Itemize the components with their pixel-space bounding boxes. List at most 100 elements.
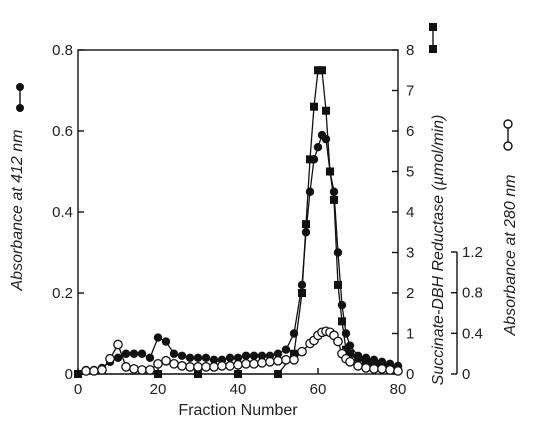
- data-point-filled-circle: [249, 351, 259, 360]
- right-inner-tick-label: 0.4: [462, 325, 483, 342]
- data-point-filled-circle: [177, 351, 187, 360]
- data-point-filled-circle: [313, 143, 323, 152]
- data-point-square: [154, 370, 162, 378]
- data-point-filled-circle: [333, 248, 343, 257]
- series-line-filled-circle: [86, 133, 399, 371]
- x-axis-title: Fraction Number: [178, 402, 298, 419]
- x-tick-label: 20: [150, 381, 167, 398]
- right-outer-tick-label: 7: [406, 83, 414, 100]
- data-point-filled-circle: [329, 187, 339, 196]
- data-point-open-circle: [265, 356, 275, 367]
- data-point-open-circle: [177, 361, 187, 371]
- data-point-square: [322, 106, 330, 115]
- data-point-open-circle: [153, 358, 163, 369]
- series-line-filled-square: [78, 69, 399, 375]
- data-point-open-circle: [185, 362, 195, 372]
- right-outer-tick-label: 8: [406, 42, 414, 59]
- data-point-filled-circle: [201, 353, 211, 362]
- data-point-filled-circle: [185, 353, 195, 362]
- right-outer-tick-label: 1: [406, 326, 414, 343]
- data-point-filled-circle: [233, 353, 243, 362]
- data-point-open-circle: [353, 361, 363, 371]
- right-inner-tick-label: 1.2: [462, 244, 483, 261]
- data-point-open-circle: [225, 361, 235, 371]
- data-point-filled-circle: [337, 300, 347, 310]
- data-point-square: [274, 370, 282, 378]
- data-point-filled-circle: [137, 349, 147, 358]
- data-point-square: [74, 370, 82, 378]
- data-point-open-circle: [377, 364, 387, 374]
- data-point-filled-circle: [193, 353, 203, 362]
- data-point-open-circle: [169, 358, 179, 369]
- data-point-square: [330, 195, 338, 204]
- data-point-open-circle: [105, 353, 115, 364]
- data-point-open-circle: [161, 355, 171, 366]
- data-point-square: [194, 370, 202, 378]
- data-point-open-circle: [361, 363, 371, 373]
- series-lines: [78, 69, 399, 375]
- data-point-filled-circle: [257, 351, 267, 360]
- data-point-filled-circle: [241, 351, 251, 360]
- tick-group: 0 20 40 60 8000.20.40.60.801234567800.40.81.…: [52, 42, 483, 398]
- data-point-filled-circle: [153, 333, 163, 342]
- data-point-filled-circle: [305, 187, 315, 196]
- data-point-open-circle: [385, 365, 395, 375]
- left-tick-label: 0: [65, 366, 73, 383]
- right-outer-axis-title: Succinate-DBH Reductase (µmol/min): [430, 115, 447, 386]
- left-tick-label: 0.6: [52, 123, 73, 140]
- data-point-open-circle: [89, 366, 99, 376]
- data-point-filled-circle: [341, 329, 351, 338]
- data-point-square: [306, 155, 314, 164]
- x-tick-label: 80: [390, 381, 407, 398]
- right-inner-tick-label: 0.8: [462, 285, 483, 302]
- data-point-filled-circle: [209, 355, 219, 365]
- data-point-square: [334, 280, 342, 289]
- data-point-filled-circle: [145, 353, 155, 362]
- right-outer-tick-label: 3: [406, 245, 414, 262]
- x-tick-label: 60: [310, 381, 327, 398]
- left-axis-title: Absorbance at 412 nm: [9, 130, 26, 292]
- right-inner-axis-legend-symbol: [503, 119, 513, 151]
- data-point-square: [338, 317, 346, 326]
- data-point-square: [234, 370, 242, 378]
- data-point-open-circle: [333, 336, 343, 347]
- data-point-open-circle: [145, 365, 155, 375]
- data-point-filled-circle: [273, 349, 283, 358]
- data-point-open-circle: [249, 358, 259, 369]
- data-point-square: [298, 289, 306, 297]
- right-outer-tick-label: 6: [406, 123, 414, 140]
- data-point-filled-circle: [297, 280, 307, 290]
- data-point-square: [346, 349, 354, 358]
- data-point-filled-circle: [169, 349, 179, 358]
- data-point-open-circle: [297, 346, 307, 357]
- data-point-filled-circle: [121, 349, 131, 358]
- x-tick-label: 40: [230, 381, 247, 398]
- data-point-square: [302, 220, 310, 229]
- data-point-square: [362, 357, 370, 366]
- data-point-filled-circle: [289, 329, 299, 338]
- data-point-open-circle: [201, 362, 211, 372]
- data-point-square: [310, 102, 318, 111]
- series-markers: [74, 66, 403, 378]
- data-point-square: [342, 345, 350, 354]
- data-point-open-circle: [193, 362, 203, 372]
- data-point-open-circle: [289, 354, 299, 365]
- right-outer-tick-label: 5: [406, 164, 414, 181]
- data-point-filled-circle: [301, 228, 311, 237]
- right-outer-tick-label: 2: [406, 285, 414, 302]
- right-inner-tick-label: 0: [462, 366, 470, 383]
- left-tick-label: 0.8: [52, 42, 73, 59]
- data-point-open-circle: [233, 359, 243, 370]
- right-outer-tick-label: 0: [406, 366, 414, 383]
- data-point-open-circle: [369, 364, 379, 374]
- data-point-filled-circle: [225, 353, 235, 362]
- data-point-open-circle: [345, 356, 355, 367]
- data-point-open-circle: [241, 358, 251, 369]
- data-point-open-circle: [217, 361, 227, 371]
- data-point-open-circle: [97, 365, 107, 375]
- right-outer-axis-legend-symbol: [429, 23, 437, 53]
- data-point-square: [318, 66, 326, 75]
- data-point-square: [326, 167, 334, 176]
